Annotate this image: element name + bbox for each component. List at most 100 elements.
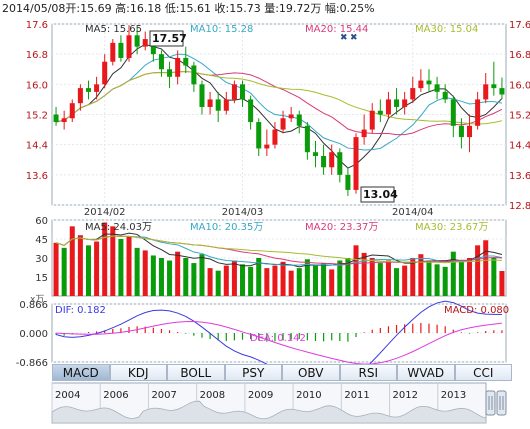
candle	[337, 148, 343, 183]
macd-tick: 0.000	[19, 329, 48, 340]
volume-bar	[475, 245, 481, 296]
vol-ma5-label: MA5: 24.03万	[85, 222, 152, 233]
candle	[264, 129, 270, 156]
macd-tick: 0.866	[19, 300, 48, 311]
price-ma30-line	[55, 70, 503, 125]
volume-bar	[175, 251, 181, 296]
candle	[426, 69, 432, 92]
price-tick-right: 14.4	[509, 141, 530, 152]
candle	[280, 110, 286, 134]
price-tick-right: 15.2	[509, 111, 530, 122]
price-tick-left: 15.2	[26, 111, 48, 122]
volume-bar	[377, 263, 383, 296]
volume-bar	[110, 226, 116, 296]
timeline-year: 2013	[441, 390, 466, 401]
timeline-handle-right[interactable]	[496, 390, 507, 416]
candle	[499, 77, 505, 100]
timeline-year: 2004	[55, 390, 80, 401]
high-marker-text: 17.57	[152, 32, 187, 45]
volume-bar	[199, 254, 205, 296]
volume-bar	[126, 236, 132, 296]
timeline-year: 2010	[296, 390, 321, 401]
volume-bar	[329, 269, 335, 296]
tab-macd[interactable]: MACD	[52, 364, 110, 381]
timeline-handle-left[interactable]	[485, 390, 496, 416]
candle	[167, 61, 173, 89]
macd-tick: -0.866	[16, 358, 48, 369]
volume-bar	[61, 247, 67, 296]
volume-bar	[264, 268, 270, 296]
volume-bar	[345, 258, 351, 296]
volume-bar	[223, 265, 229, 296]
volume-bar	[231, 260, 237, 296]
volume-bar	[53, 242, 59, 296]
volume-bar	[134, 247, 140, 296]
candle	[77, 84, 83, 111]
candle	[94, 76, 100, 100]
volume-bar	[467, 258, 473, 296]
tab-boll[interactable]: BOLL	[167, 364, 225, 381]
volume-bar	[394, 268, 400, 296]
candle	[442, 84, 448, 104]
volume-bar	[312, 265, 318, 296]
volume-bar	[410, 258, 416, 296]
event-marker-icon[interactable]: ✖	[350, 33, 358, 43]
candle	[256, 118, 262, 156]
candle	[288, 106, 294, 123]
volume-bar	[118, 239, 124, 296]
volume-bar	[142, 250, 148, 296]
volume-tick: 60	[35, 216, 48, 227]
candle	[61, 110, 67, 130]
tab-kdj[interactable]: KDJ	[109, 364, 167, 381]
price-xtick: 2014/02	[84, 207, 126, 218]
low-marker: 13.04	[360, 186, 398, 203]
candle	[272, 122, 278, 149]
quote-close: 收:15.73	[214, 2, 261, 15]
volume-bar	[183, 258, 189, 296]
volume-bar	[167, 260, 173, 296]
volume-bar	[280, 261, 286, 296]
price-tick-left: 13.6	[26, 171, 48, 182]
candle	[410, 76, 416, 104]
quote-header: 2014/05/08开:15.69 高:16.18 低:15.61 收:15.7…	[0, 0, 530, 18]
volume-bar	[256, 258, 262, 296]
dea-line	[56, 321, 503, 365]
volume-bar	[69, 226, 75, 296]
candle	[207, 91, 213, 115]
candle	[475, 91, 481, 130]
timeline-year: 2006	[103, 390, 128, 401]
timeline-year: 2012	[393, 390, 418, 401]
price-tick-left: 14.4	[26, 141, 48, 152]
candle	[183, 46, 189, 74]
candle	[385, 91, 391, 119]
candle	[369, 103, 375, 134]
candle	[240, 80, 246, 107]
candle	[223, 91, 229, 115]
candle	[134, 27, 140, 55]
tab-psy[interactable]: PSY	[224, 364, 282, 381]
tab-wvad[interactable]: WVAD	[397, 364, 455, 381]
volume-bar	[426, 260, 432, 296]
candle	[110, 39, 116, 66]
low-marker-text: 13.04	[363, 188, 398, 201]
tab-rsi[interactable]: RSI	[339, 364, 397, 381]
volume-bar	[207, 268, 213, 296]
candle	[458, 118, 464, 149]
volume-bar	[369, 258, 375, 296]
candle	[142, 31, 148, 51]
volume-bar	[102, 222, 108, 296]
volume-bar	[191, 263, 197, 296]
tab-cci[interactable]: CCI	[454, 364, 512, 381]
candle	[450, 95, 456, 138]
volume-bar	[337, 260, 343, 296]
volume-bar	[442, 266, 448, 296]
dif-label: DIF: 0.182	[55, 305, 106, 316]
volume-bar	[296, 268, 302, 296]
candle	[191, 61, 197, 92]
tab-obv[interactable]: OBV	[282, 364, 340, 381]
event-marker-icon[interactable]: ✖	[340, 33, 348, 43]
timeline-year: 2007	[151, 390, 176, 401]
price-tick-right: 12.8	[509, 201, 530, 212]
volume-ma30-line	[55, 235, 502, 264]
